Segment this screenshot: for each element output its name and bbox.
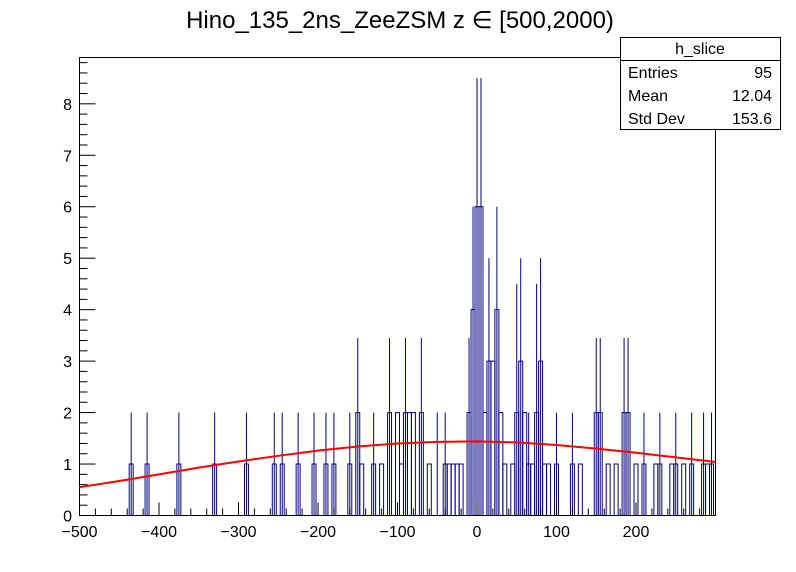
histogram-bin [311, 463, 317, 516]
stats-value-stddev: 153.6 [732, 111, 772, 128]
histogram-bin [641, 463, 647, 516]
histogram-bin [538, 360, 544, 516]
histogram-bin [144, 463, 150, 516]
histogram-bin [681, 463, 687, 516]
stats-box: h_slice Entries 95 Mean 12.04 Std Dev 15… [620, 37, 781, 130]
axes: −500 −400 −300 −200 −100 0 100 200 0 1 2 3 4 5 6 7 8 [61, 62, 701, 541]
y-tick-label: 7 [63, 148, 72, 165]
y-tick-label: 2 [63, 406, 72, 423]
plot-frame [79, 57, 716, 516]
histogram-bin [633, 463, 639, 516]
histogram-bin [426, 463, 432, 516]
y-tick-label: 6 [63, 200, 72, 217]
histogram-bin [387, 412, 393, 516]
plot-marks [79, 78, 716, 516]
stats-box-title: h_slice [675, 41, 725, 58]
histogram-bin [323, 463, 329, 516]
histogram-bin [410, 412, 416, 516]
histogram-bin [379, 463, 385, 516]
y-tick-label: 4 [63, 303, 72, 320]
histogram-bin [359, 463, 365, 516]
histogram-bin [279, 463, 285, 516]
stats-label-entries: Entries [628, 65, 678, 82]
histogram-bin [554, 463, 559, 516]
chart-title: Hino_135_2ns_ZeeZSM z ∈ [500,2000) [186, 7, 614, 34]
histogram-bin [371, 463, 377, 516]
stats-box-frame [620, 37, 781, 130]
histogram-bin [625, 412, 631, 516]
histogram-bin [212, 463, 218, 516]
histogram-bin [657, 463, 663, 516]
histogram-bin [331, 463, 337, 516]
histogram-bin [597, 412, 603, 516]
histogram-bin [502, 463, 508, 516]
x-tick-label: −300 [220, 524, 256, 541]
histogram-bin [577, 463, 583, 516]
histogram-bin [458, 463, 464, 516]
histogram-bin [689, 463, 695, 516]
x-tick-label: −200 [300, 524, 336, 541]
histogram-bin [478, 206, 484, 516]
histogram-bin [709, 463, 715, 516]
histogram-bin [271, 463, 277, 516]
y-tick-label: 1 [63, 457, 72, 474]
x-tick-label: −500 [61, 524, 97, 541]
fit-curve [79, 440, 716, 489]
histogram-bin [128, 463, 134, 516]
stats-label-mean: Mean [628, 88, 668, 105]
histogram-bin [418, 412, 424, 516]
y-tick-label: 3 [63, 354, 72, 371]
histogram-bin [546, 463, 552, 516]
histogram-bin [673, 463, 679, 516]
x-tick-label: 0 [473, 524, 482, 541]
histogram-bin [176, 463, 182, 516]
y-tick-label: 8 [63, 97, 72, 114]
y-tick-label: 0 [63, 509, 72, 526]
histogram-bin [613, 463, 619, 516]
y-tick-label: 5 [63, 251, 72, 268]
histogram-bin [243, 463, 249, 516]
histogram-bin [605, 463, 611, 516]
stats-label-stddev: Std Dev [628, 111, 685, 128]
histogram-bin [347, 463, 353, 516]
histogram-bin [569, 463, 575, 516]
x-tick-label: −400 [141, 524, 177, 541]
stats-value-mean: 12.04 [732, 88, 772, 105]
x-tick-label: 100 [543, 524, 570, 541]
x-tick-label: 200 [623, 524, 650, 541]
histogram-bin [295, 463, 301, 516]
x-tick-label: −100 [379, 524, 415, 541]
stats-value-entries: 95 [754, 65, 772, 82]
